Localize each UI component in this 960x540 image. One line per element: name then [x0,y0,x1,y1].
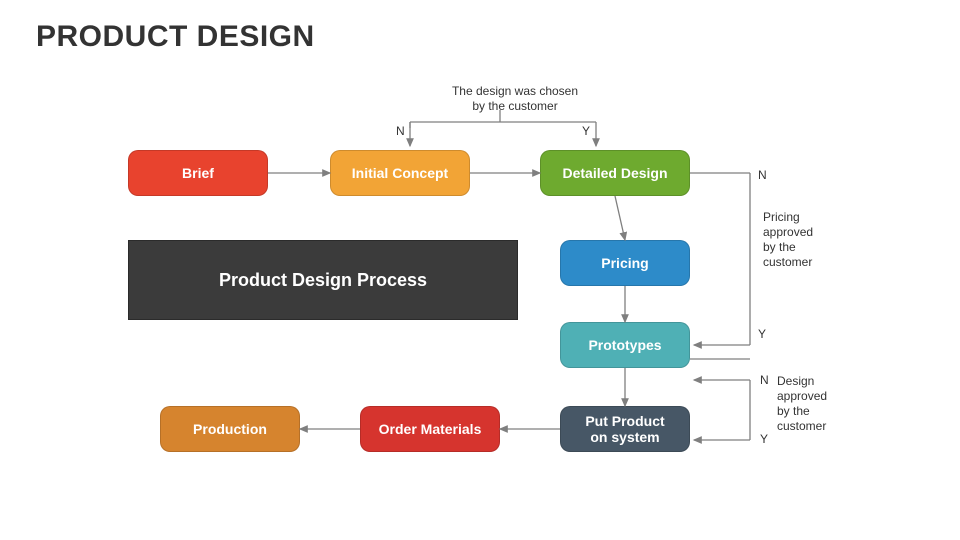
caption-design-approved: Designapprovedby thecustomer [777,374,847,434]
caption-top-decision: The design was chosenby the customer [400,84,630,114]
node-production: Production [160,406,300,452]
label-price-n: N [758,168,767,182]
node-prototypes: Prototypes [560,322,690,368]
label-design-y: Y [760,432,768,446]
label-top-n: N [396,124,405,138]
node-order-materials: Order Materials [360,406,500,452]
node-put-product: Put Producton system [560,406,690,452]
caption-pricing-approved: Pricingapprovedby thecustomer [763,210,833,270]
page-title: PRODUCT DESIGN [36,20,315,54]
label-design-n: N [760,373,769,387]
label-price-y: Y [758,327,766,341]
node-brief: Brief [128,150,268,196]
node-initial-concept: Initial Concept [330,150,470,196]
node-pricing: Pricing [560,240,690,286]
node-detailed-design: Detailed Design [540,150,690,196]
process-banner: Product Design Process [128,240,518,320]
label-top-y: Y [582,124,590,138]
